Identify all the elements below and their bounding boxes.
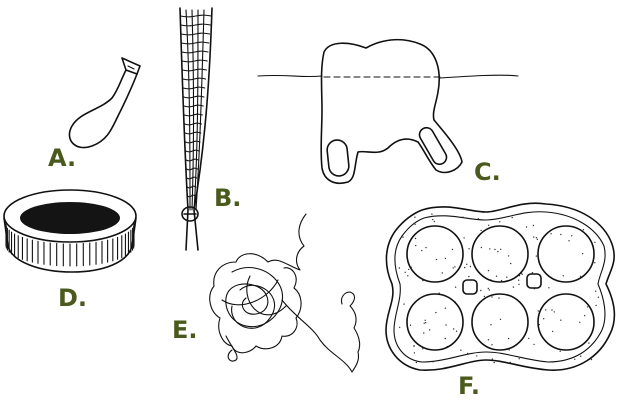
label-b: B. xyxy=(214,184,241,212)
label-e: E. xyxy=(172,316,198,344)
balloon-icon xyxy=(68,57,141,149)
six-pack-rings-icon xyxy=(385,202,616,371)
label-c: C. xyxy=(474,158,501,186)
plastic-lid-icon xyxy=(3,189,137,273)
label-d: D. xyxy=(58,284,87,312)
label-a: A. xyxy=(48,144,76,172)
tangled-fishing-line-icon xyxy=(209,213,361,373)
label-f: F. xyxy=(458,372,480,400)
mesh-net-bag-icon xyxy=(179,7,213,251)
six-pack-ring-in-water-icon xyxy=(257,38,519,184)
